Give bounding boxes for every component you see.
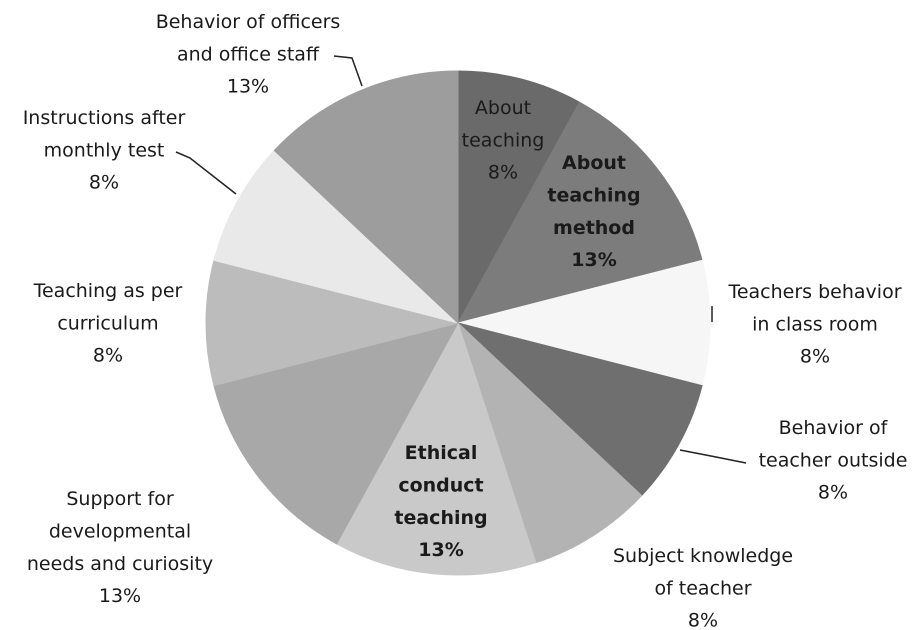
slice-label: About teaching method	[547, 152, 640, 239]
slice-label: About teaching	[462, 97, 545, 152]
value-label: 8%	[93, 345, 123, 367]
pie-slice	[457, 259, 711, 387]
slice-label: Support for developmental needs and curios…	[27, 488, 213, 575]
slice-label: Instructions after monthly test	[23, 107, 186, 162]
value-label: 13%	[571, 249, 616, 271]
value-label: 8%	[818, 482, 848, 504]
value-label: 8%	[800, 346, 830, 368]
slice-label: Behavior of officers and office staff	[156, 11, 341, 66]
leader-line	[333, 55, 363, 87]
slice-label: Teaching as per curriculum	[33, 280, 183, 335]
pie-slice	[213, 149, 459, 324]
leader-line	[175, 151, 237, 195]
pie-slice	[457, 101, 703, 324]
value-label: 13%	[99, 585, 141, 607]
leader-line	[679, 449, 747, 464]
pie-slice	[213, 322, 459, 545]
slice-label: Subject knowledge of teacher	[613, 545, 793, 600]
slice-label: Behavior of teacher outside	[759, 417, 908, 472]
pie-slice	[335, 321, 537, 576]
pie-slice	[205, 259, 459, 387]
value-label: 8%	[688, 610, 718, 630]
leader-lines	[175, 55, 747, 464]
slice-label: Ethical conduct teaching	[394, 442, 487, 529]
pie-slice	[273, 70, 459, 325]
pie-slice	[457, 322, 703, 497]
pie-slice	[457, 322, 643, 564]
value-label: 8%	[89, 172, 119, 194]
value-label: 13%	[227, 76, 269, 98]
pie-slice	[457, 70, 581, 324]
value-label: 8%	[488, 162, 518, 184]
value-label: 13%	[418, 539, 463, 561]
slice-label: Teachers behavior in class room	[727, 281, 901, 336]
